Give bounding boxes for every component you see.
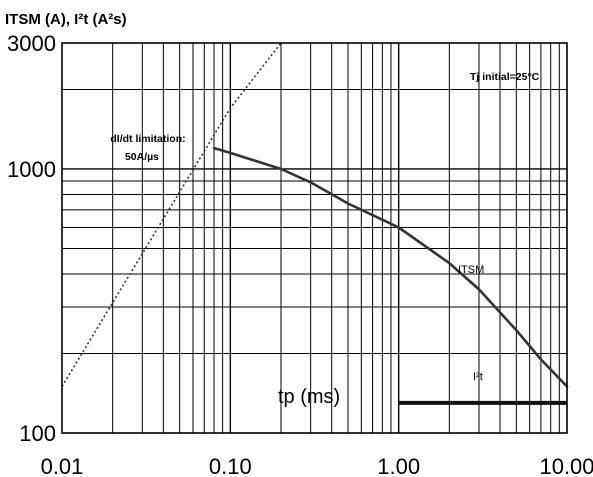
- data-lines: [61, 42, 569, 405]
- chart-title: ITSM (A), I²t (A²s): [5, 11, 127, 28]
- series-label-itsm: ITSM: [458, 264, 484, 276]
- condition-annotation: Tj initial=25°C: [470, 71, 540, 83]
- x-tick-label: 10.00: [539, 454, 593, 477]
- y-tick-label: 1000: [7, 157, 56, 182]
- x-tick-label: 0.01: [41, 454, 84, 477]
- x-axis-label: tp (ms): [278, 386, 340, 408]
- plot-frame: [61, 42, 568, 434]
- limit-annotation-line1: dI/dt limitation:: [110, 133, 185, 145]
- y-tick-label: 100: [19, 421, 56, 446]
- series-label-i2t: I²t: [473, 371, 483, 383]
- y-tick-label: 3000: [7, 31, 56, 56]
- x-tick-label: 0.10: [209, 454, 252, 477]
- x-tick-label: 1.00: [377, 454, 420, 477]
- tick-labels: 0.01 0.10 1.00 10.00 100 1000 3000: [7, 31, 593, 477]
- series-line-didt-limit: [61, 42, 282, 387]
- grid: [62, 43, 567, 433]
- series-line-itsm: [212, 146, 569, 388]
- limit-annotation-line2: 50A/µs: [125, 151, 159, 163]
